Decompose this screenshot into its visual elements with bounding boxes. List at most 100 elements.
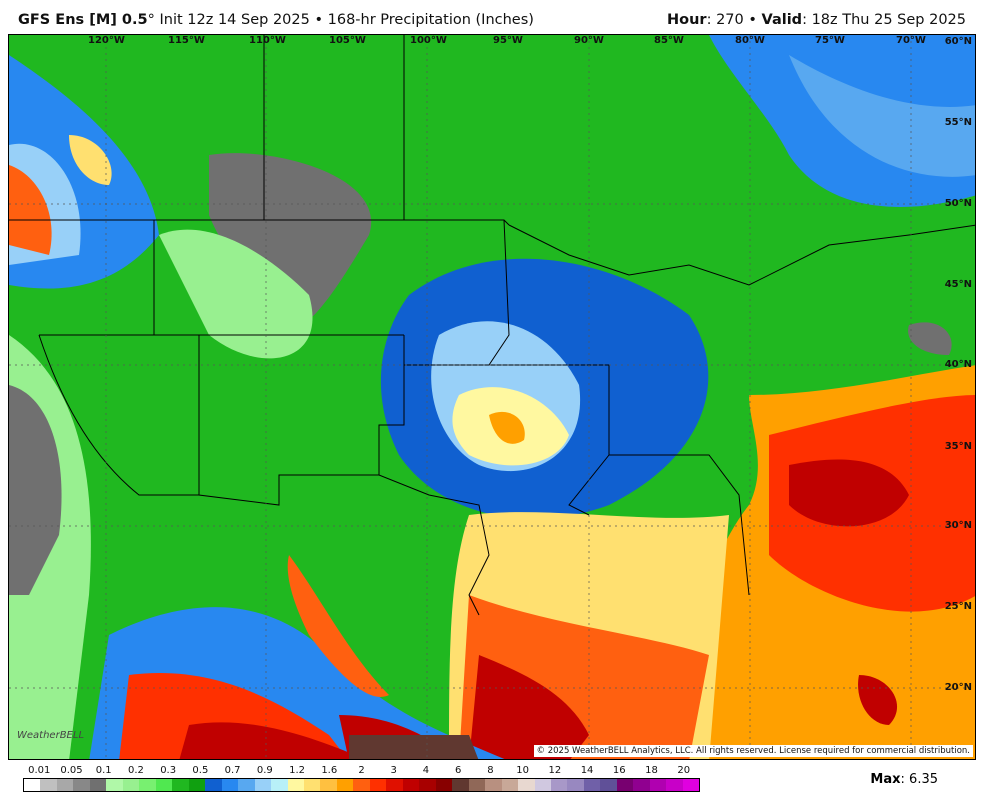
- legend-tick: 4: [422, 765, 430, 776]
- color-swatch: [24, 779, 41, 791]
- init-text: Init 12z 14 Sep 2025 • 168-hr Precipitat…: [154, 12, 534, 28]
- valid-label: Valid: [761, 12, 803, 28]
- lat-label: 55°N: [944, 117, 972, 128]
- copyright-notice: © 2025 WeatherBELL Analytics, LLC. All r…: [533, 745, 973, 757]
- color-swatch: [551, 779, 568, 791]
- model-name: GFS Ens [M] 0.5: [18, 12, 148, 28]
- color-swatch: [73, 779, 90, 791]
- political-boundaries: [9, 35, 975, 616]
- lat-label: 20°N: [944, 682, 972, 693]
- color-swatch: [369, 779, 387, 791]
- lat-label: 50°N: [944, 198, 972, 209]
- legend-ticks: 0.01 0.05 0.1 0.2 0.3 0.5 0.7 0.9 1.2 1.6 2 3 4 6 8 10 1…: [23, 765, 700, 777]
- degree-sign: °: [147, 12, 155, 28]
- lon-label: 100°W: [410, 35, 447, 46]
- color-swatch: [172, 779, 189, 791]
- lon-label: 120°W: [88, 35, 125, 46]
- hour-value: : 270 •: [706, 12, 762, 28]
- legend-tick: 2: [358, 765, 365, 776]
- hour-label: Hour: [667, 12, 707, 28]
- legend-tick: 0.01: [28, 765, 51, 776]
- map-field: [9, 35, 975, 759]
- legend-tick: 0.05: [60, 765, 83, 776]
- color-swatch: [452, 779, 469, 791]
- color-swatch: [353, 779, 370, 791]
- lat-label: 60°N: [944, 36, 972, 47]
- color-scale-bar: [23, 778, 700, 792]
- lat-label: 25°N: [944, 601, 972, 612]
- legend-tick: 12: [548, 765, 562, 776]
- legend-tick: 10: [516, 765, 529, 776]
- lon-label: 105°W: [329, 35, 366, 46]
- color-swatch: [271, 779, 288, 791]
- lat-label: 40°N: [944, 359, 972, 370]
- legend-tick: 0.5: [192, 765, 209, 776]
- lon-label: 85°W: [654, 35, 684, 46]
- max-number: : 6.35: [900, 772, 938, 787]
- color-swatch: [485, 779, 502, 791]
- graticule: [9, 35, 975, 759]
- color-swatch: [386, 779, 403, 791]
- lon-label: 80°W: [735, 35, 765, 46]
- legend-tick: 0.9: [256, 765, 273, 776]
- valid-time: Hour: 270 • Valid: 18z Thu 25 Sep 2025: [667, 12, 966, 28]
- max-value: Max: 6.35: [870, 772, 938, 787]
- color-swatch: [534, 779, 551, 791]
- legend-tick: 6: [454, 765, 462, 776]
- color-swatch: [254, 779, 272, 791]
- lat-label: 30°N: [944, 520, 972, 531]
- legend-tick: 18: [645, 765, 658, 776]
- lon-label: 95°W: [493, 35, 523, 46]
- lon-label: 70°W: [896, 35, 926, 46]
- max-label: Max: [870, 772, 901, 787]
- color-swatch: [139, 779, 156, 791]
- legend-tick: 3: [390, 765, 397, 776]
- color-swatch: [238, 779, 255, 791]
- color-swatch: [583, 779, 601, 791]
- color-swatch: [682, 779, 700, 791]
- lat-label: 35°N: [944, 441, 972, 452]
- precipitation-map[interactable]: 120°W 115°W 110°W 105°W 100°W 95°W 90°W …: [8, 34, 976, 760]
- color-swatch: [56, 779, 74, 791]
- lon-label: 90°W: [574, 35, 604, 46]
- color-swatch: [633, 779, 650, 791]
- valid-value: : 18z Thu 25 Sep 2025: [802, 12, 966, 28]
- color-swatch: [468, 779, 486, 791]
- color-swatch: [205, 779, 222, 791]
- lon-label: 110°W: [249, 35, 286, 46]
- color-swatch: [320, 779, 337, 791]
- color-swatch: [106, 779, 123, 791]
- legend-tick: 1.2: [289, 765, 305, 776]
- lon-label: 75°W: [815, 35, 845, 46]
- color-swatch: [600, 779, 617, 791]
- color-swatch: [287, 779, 304, 791]
- color-swatch: [221, 779, 239, 791]
- legend-tick: 14: [580, 765, 594, 776]
- legend-tick: 0.7: [224, 765, 241, 776]
- precip-shading: [9, 35, 975, 759]
- color-swatch: [666, 779, 683, 791]
- legend-tick: 0.2: [127, 765, 144, 776]
- color-swatch: [567, 779, 584, 791]
- color-swatch: [518, 779, 535, 791]
- legend-tick: 0.3: [160, 765, 177, 776]
- legend-tick: 20: [677, 765, 691, 776]
- color-swatch: [303, 779, 321, 791]
- color-swatch: [155, 779, 173, 791]
- color-swatch: [435, 779, 453, 791]
- lon-label: 115°W: [168, 35, 205, 46]
- legend-tick: 16: [612, 765, 626, 776]
- lat-label: 45°N: [944, 279, 972, 290]
- color-swatch: [419, 779, 436, 791]
- color-swatch: [40, 779, 57, 791]
- color-swatch: [336, 779, 354, 791]
- color-swatch: [402, 779, 420, 791]
- color-swatch: [649, 779, 667, 791]
- color-swatch: [122, 779, 140, 791]
- weatherbell-logo: WeatherBELL: [17, 730, 85, 741]
- legend-tick: 0.1: [95, 765, 112, 776]
- legend-tick: 8: [487, 765, 494, 776]
- color-swatch: [89, 779, 107, 791]
- map-title: GFS Ens [M] 0.5° Init 12z 14 Sep 2025 • …: [18, 12, 534, 28]
- color-swatch: [616, 779, 634, 791]
